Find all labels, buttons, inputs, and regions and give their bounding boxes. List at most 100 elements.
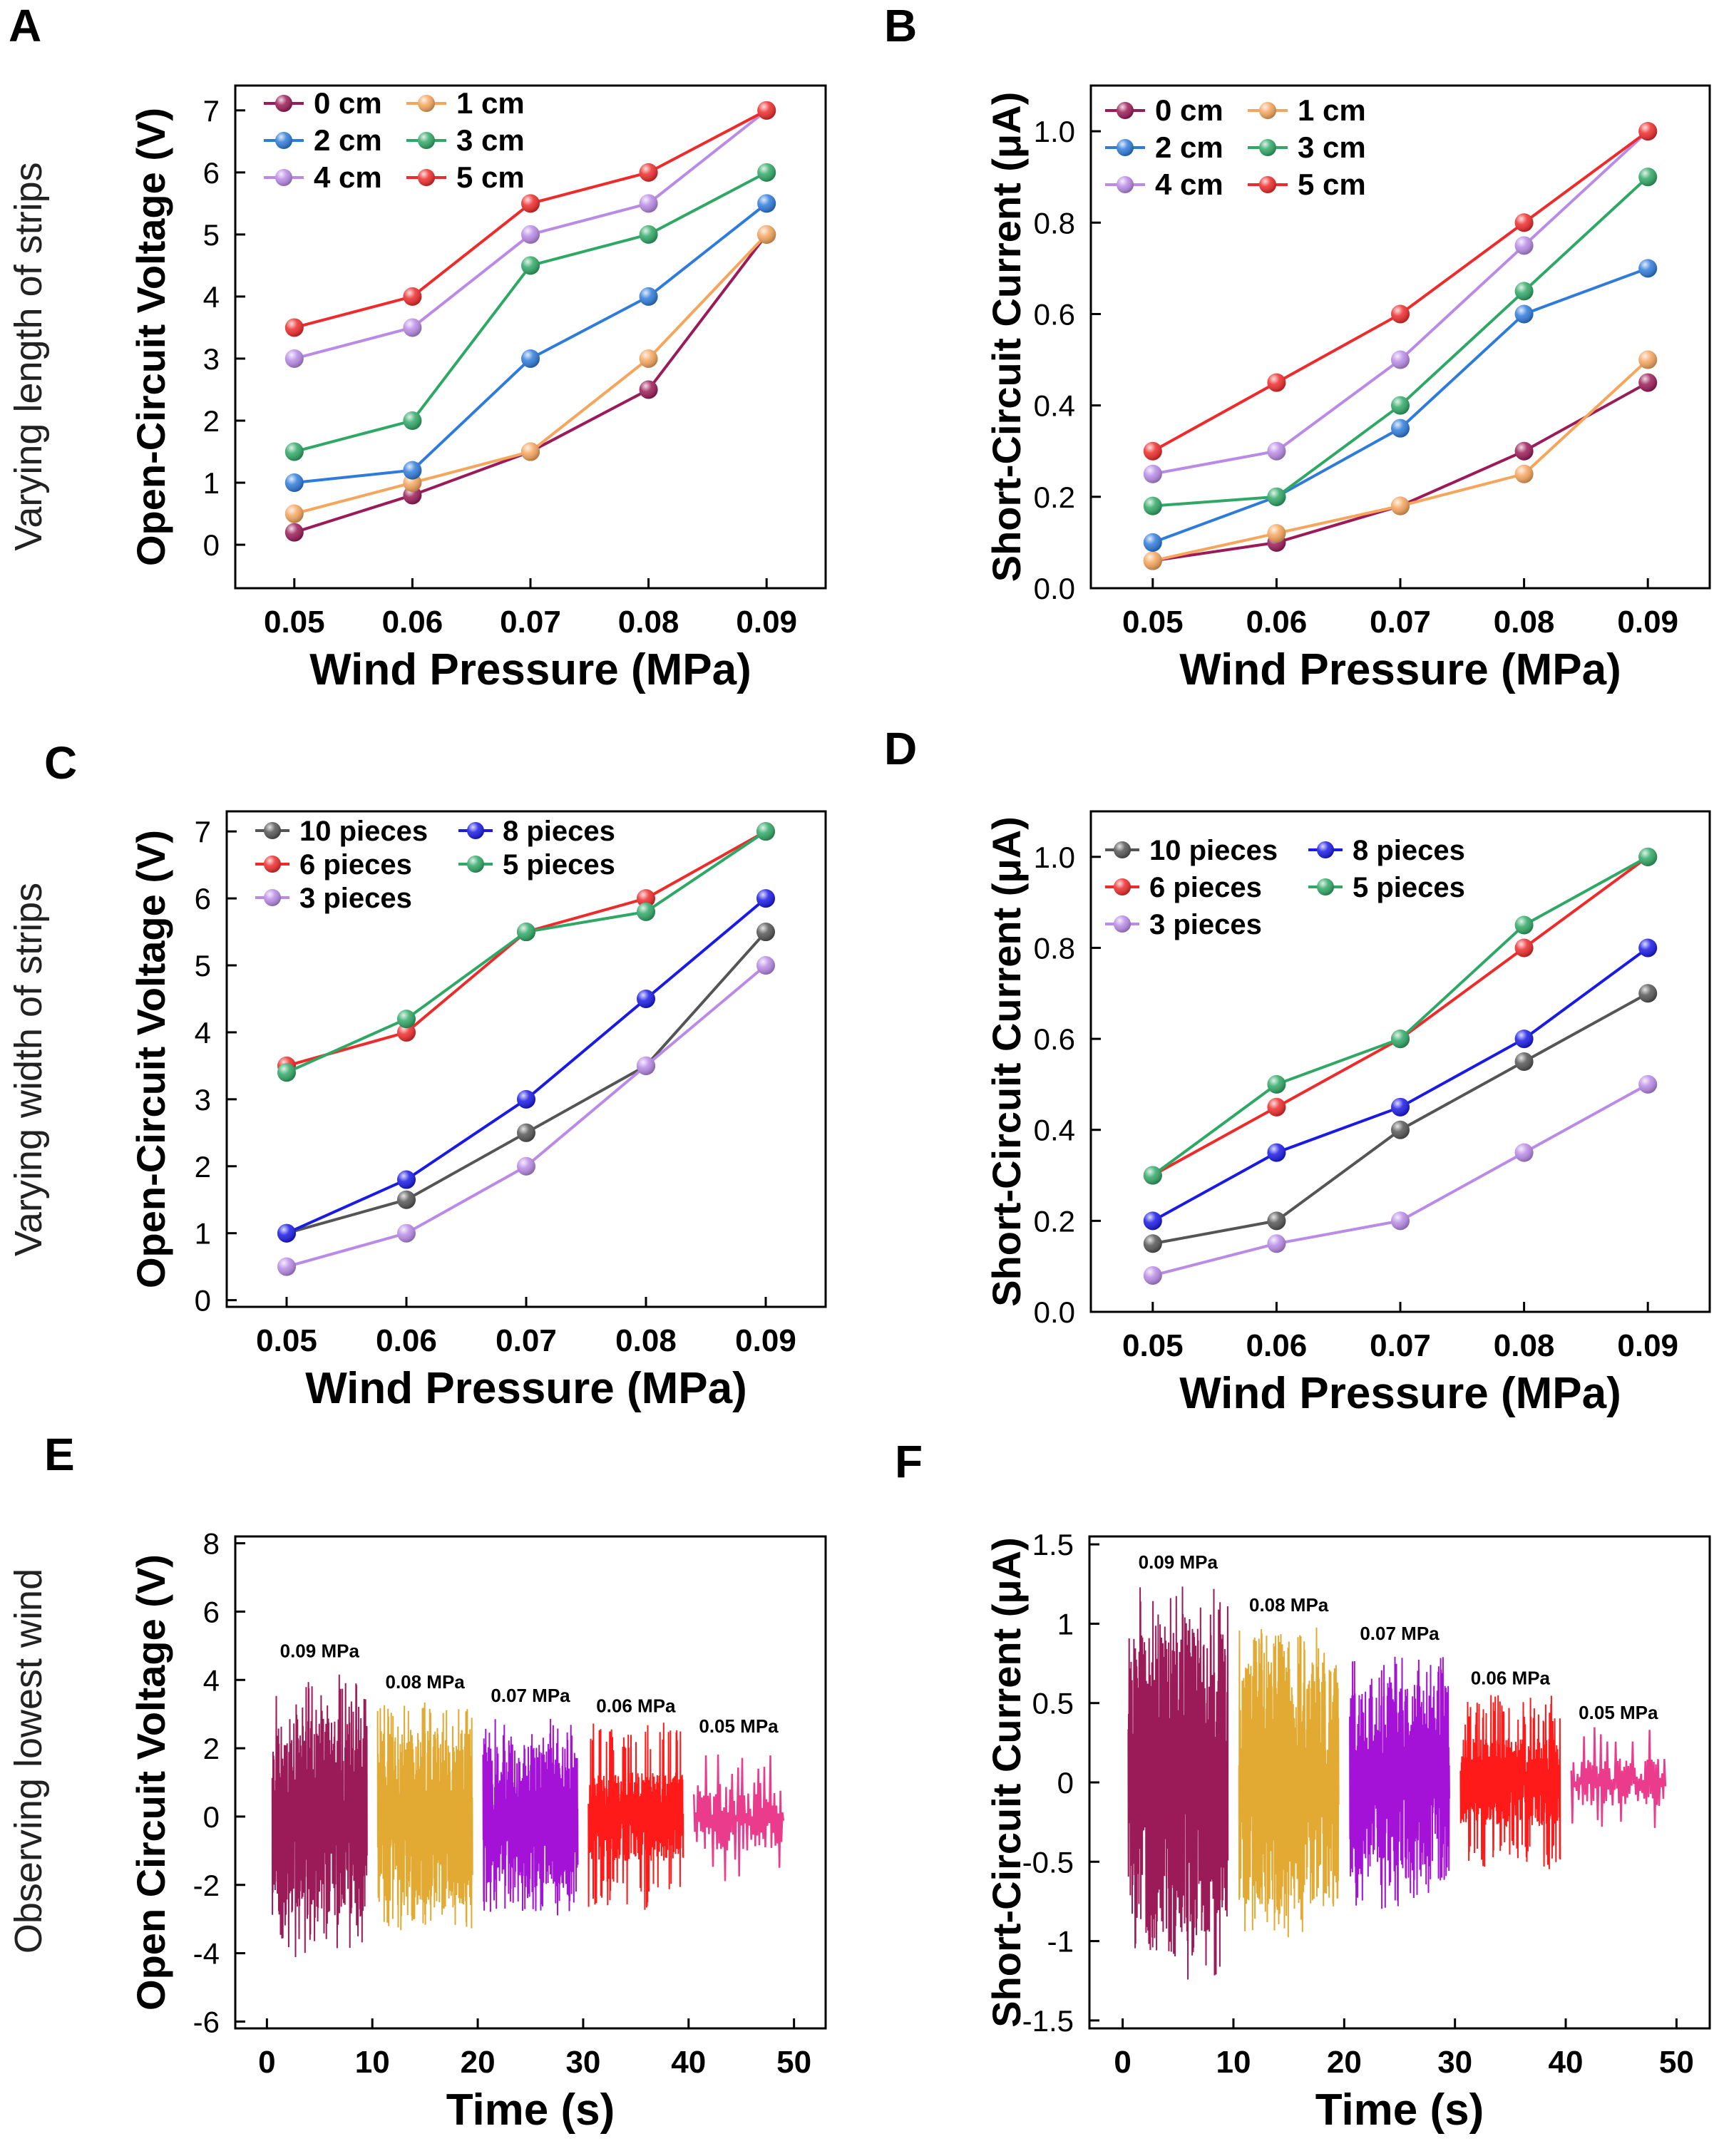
data-point-shade	[639, 225, 658, 244]
signal-0-09-mpa: 0.09 MPa	[1127, 1551, 1229, 1980]
y-tick-label: 3	[195, 1083, 211, 1116]
data-point-shade	[1391, 304, 1410, 324]
x-tick-label: 0.05	[1122, 1328, 1184, 1363]
data-point-shade	[639, 163, 658, 182]
y-tick-label: 0	[1057, 1766, 1074, 1800]
signal-trace	[692, 1754, 785, 1882]
y-tick-label: -2	[193, 1869, 220, 1902]
series-1-cm	[1143, 350, 1658, 570]
data-point-shade	[1514, 282, 1534, 301]
y-tick-label: 2	[203, 1732, 220, 1765]
data-point-shade	[1638, 938, 1658, 958]
legend-label: 5 pieces	[503, 849, 615, 881]
x-axis-title: Wind Pressure (MPa)	[1179, 1369, 1621, 1418]
y-tick-label: 5	[203, 218, 220, 252]
x-tick-label: 0.09	[735, 1323, 796, 1358]
panel-d-short-circuit-current-vs-width: 0.05 0.06 0.07 0.08 0.09 0.0 0.2 0.4 0.6 0.8 1.0 Wi…	[984, 810, 1711, 1418]
y-tick-label: 6	[203, 1595, 220, 1628]
x-tick-label: 0.09	[1617, 605, 1678, 640]
x-tick-label: 50	[776, 2045, 811, 2080]
series-3-pieces	[1143, 1074, 1658, 1285]
data-point-shade	[1391, 350, 1410, 369]
data-point-shade	[1638, 168, 1658, 187]
data-point-shade	[517, 923, 535, 942]
y-tick-label: 0.8	[1034, 206, 1075, 240]
legend-marker-shade	[275, 132, 292, 149]
series-10-pieces	[1143, 984, 1658, 1253]
legend-marker-shade	[275, 169, 292, 186]
panel-c-open-circuit-voltage-vs-width: 0.05 0.06 0.07 0.08 0.09 0 1 2 3 4 5 6 7 Wind Pressur…	[128, 810, 827, 1413]
series-8-pieces	[1143, 938, 1658, 1231]
x-tick-label: 0.08	[1494, 1328, 1555, 1363]
y-tick-label: 0	[203, 1800, 220, 1834]
y-tick-label: 1	[1057, 1607, 1074, 1641]
y-tick-label: 0.4	[1034, 1114, 1075, 1147]
data-point-shade	[637, 902, 655, 921]
data-point-shade	[637, 889, 655, 908]
data-point-shade	[1514, 1143, 1534, 1162]
y-tick-label: 1.0	[1034, 115, 1075, 148]
pressure-label: 0.09 MPa	[280, 1641, 360, 1662]
data-point-shade	[1267, 1234, 1286, 1253]
legend-item-2-cm: 2 cm	[264, 123, 382, 157]
legend-item-8-pieces: 8 pieces	[1308, 835, 1465, 866]
legend-label: 4 cm	[1155, 168, 1223, 201]
series-10-pieces	[277, 923, 775, 1243]
x-tick-label: 0.07	[1370, 1328, 1431, 1363]
y-tick-label: -1.5	[1022, 2004, 1074, 2038]
data-point-shade	[1638, 259, 1658, 278]
series-line	[294, 202, 768, 485]
y-tick-label: 5	[195, 949, 211, 982]
y-axis-title: Open Circuit Voltage (V)	[128, 1554, 173, 2011]
pressure-label: 0.07 MPa	[491, 1685, 570, 1706]
y-tick-label: -6	[193, 2005, 220, 2038]
legend-item-5-cm: 5 cm	[406, 160, 525, 194]
legend-marker-shade	[264, 856, 281, 873]
data-point-shade	[756, 956, 775, 975]
legend-item-0-cm: 0 cm	[264, 86, 382, 120]
legend-marker-shade	[1317, 841, 1334, 858]
x-tick-label: 20	[461, 2045, 496, 2080]
data-point-shade	[284, 318, 304, 337]
plot-frame	[234, 1535, 827, 2030]
legend-item-10-pieces: 10 pieces	[255, 816, 428, 847]
data-point-shade	[284, 349, 304, 368]
legend-item-3-cm: 3 cm	[406, 123, 525, 157]
y-tick-label: 0.0	[1034, 572, 1075, 605]
data-point-shade	[521, 256, 540, 275]
series-5-cm	[284, 101, 776, 337]
data-point-shade	[1391, 1211, 1410, 1231]
y-tick-label: 0.4	[1034, 389, 1075, 423]
pressure-label: 0.06 MPa	[1471, 1667, 1551, 1688]
x-axis-title: Time (s)	[1315, 2085, 1484, 2135]
data-point-shade	[1267, 524, 1286, 543]
signal-trace	[271, 1674, 368, 1958]
data-point-shade	[757, 163, 776, 182]
series-line	[286, 930, 767, 1235]
signal-trace	[1238, 1627, 1340, 1938]
data-point-shade	[1267, 1143, 1286, 1162]
x-tick-label: 10	[355, 2045, 390, 2080]
series-line	[1152, 175, 1649, 508]
series-5-pieces	[277, 822, 775, 1082]
x-axis-title: Time (s)	[446, 2085, 615, 2135]
legend-marker-shade	[1114, 841, 1131, 858]
y-tick-label: 0	[195, 1284, 211, 1318]
legend-label: 1 cm	[456, 86, 525, 120]
x-tick-label: 0.06	[1246, 605, 1308, 640]
x-tick-label: 0.09	[1617, 1328, 1678, 1363]
data-point-shade	[1267, 1097, 1286, 1116]
data-point-shade	[1267, 441, 1286, 461]
x-tick-label: 0	[1114, 2045, 1131, 2080]
data-point-shade	[1267, 487, 1286, 506]
data-point-shade	[277, 1063, 296, 1082]
y-axis-title: Short-Circuit Current (μA)	[984, 92, 1029, 582]
y-axis-title: Open-Circuit Voltage (V)	[128, 830, 173, 1288]
panel-e-open-circuit-voltage-time: 0 10 20 30 40 50 -6 -4 -2 0 2 4 6 8 Time (s) Open Circu…	[128, 1527, 827, 2135]
x-axis-title: Wind Pressure (MPa)	[305, 1364, 747, 1413]
data-point-shade	[756, 889, 775, 908]
data-point-shade	[1514, 213, 1534, 232]
y-tick-label: -0.5	[1022, 1845, 1074, 1879]
pressure-label: 0.07 MPa	[1360, 1623, 1440, 1644]
data-point-shade	[397, 1190, 416, 1209]
